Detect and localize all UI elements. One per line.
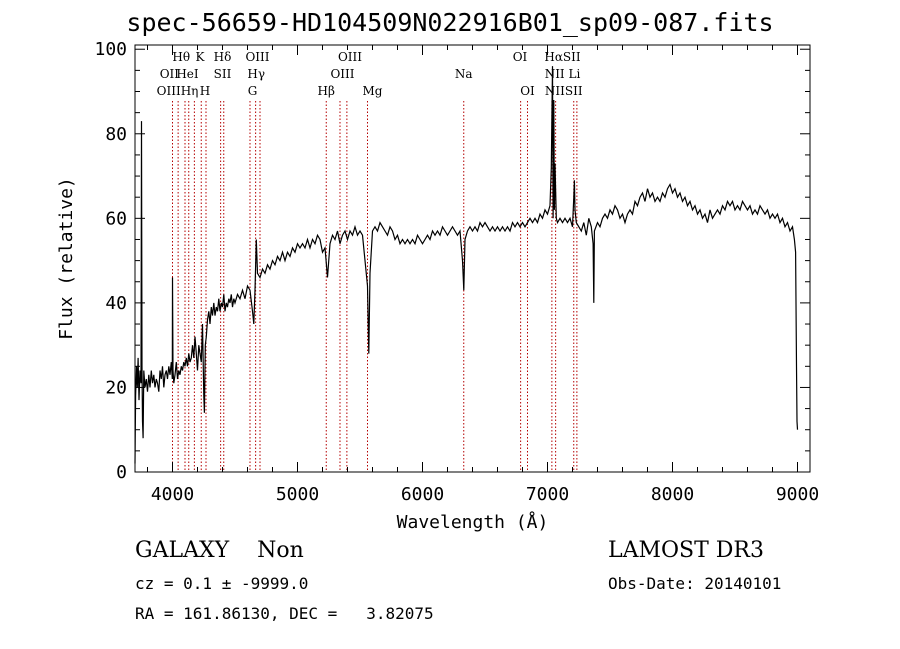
y-tick-label-0: 0 (116, 462, 127, 483)
line-label-16: G (248, 84, 258, 98)
line-label-11: OIII (330, 67, 354, 81)
x-tick-label-9000: 9000 (776, 484, 819, 505)
object-class: GALAXY Non (135, 538, 304, 563)
line-label-3: OIII (245, 50, 269, 64)
line-label-10: Hγ (247, 67, 265, 81)
spectrum-series (134, 66, 799, 464)
line-label-4: OIII (338, 50, 362, 64)
obs-date: Obs-Date: 20140101 (608, 574, 782, 593)
x-tick-label-7000: 7000 (526, 484, 569, 505)
line-label-0: Hθ (172, 50, 190, 64)
line-label-8: HeI (176, 67, 199, 81)
line-label-19: OI (520, 84, 535, 98)
line-label-13: NII Li (545, 67, 581, 81)
y-axis-label: Flux (relative) (56, 177, 77, 340)
x-tick-label-8000: 8000 (651, 484, 694, 505)
survey-name: LAMOST DR3 (608, 538, 764, 563)
line-label-7: OII (160, 67, 180, 81)
x-axis-label: Wavelength (Å) (397, 511, 549, 533)
chart-title: spec-56659-HD104509N022916B01_sp09-087.f… (126, 8, 774, 37)
line-label-12: Na (455, 67, 473, 81)
y-tick-label-20: 20 (105, 377, 127, 398)
coordinates: RA = 161.86130, DEC = 3.82075 (135, 604, 434, 623)
line-label-6: HαSII (544, 50, 581, 64)
line-label-2: Hδ (214, 50, 232, 64)
x-tick-label-6000: 6000 (401, 484, 444, 505)
x-tick-label-5000: 5000 (276, 484, 319, 505)
line-label-20: NIISII (545, 84, 583, 98)
y-tick-label-100: 100 (94, 39, 127, 60)
cz-value: cz = 0.1 ± -9999.0 (135, 574, 309, 593)
line-label-18: Mg (363, 84, 383, 98)
y-tick-label-60: 60 (105, 208, 127, 229)
line-label-14: OIIIHη (157, 84, 199, 98)
line-label-1: K (196, 50, 206, 64)
line-label-17: Hβ (318, 84, 335, 98)
y-tick-label-40: 40 (105, 293, 127, 314)
plot-frame (134, 44, 811, 473)
line-label-9: SII (214, 67, 232, 81)
x-tick-label-4000: 4000 (151, 484, 194, 505)
line-label-5: OI (513, 50, 528, 64)
line-label-15: H (200, 84, 210, 98)
y-tick-label-80: 80 (105, 124, 127, 145)
